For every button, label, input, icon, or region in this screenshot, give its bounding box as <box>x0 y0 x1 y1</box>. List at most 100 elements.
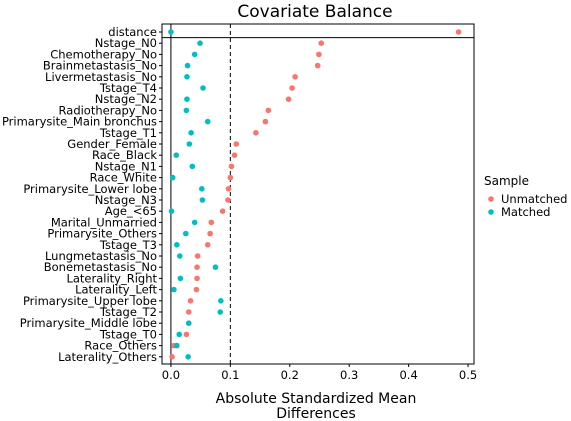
point-unmatched <box>193 286 200 293</box>
point-matched <box>185 320 192 327</box>
x-tick-label: 0.3 <box>340 368 358 382</box>
point-matched <box>168 29 174 35</box>
y-tick-label: Chemotherapy_No <box>50 47 157 61</box>
x-axis-label-line-2: Differences <box>276 406 355 421</box>
point-matched <box>199 186 205 192</box>
point-unmatched <box>285 96 292 102</box>
y-tick-label: Primarysite_Middle lobe <box>20 316 157 330</box>
y-tick-label: Tstage_T3 <box>99 238 157 252</box>
y-tick-label: Race_Black <box>92 148 157 162</box>
point-unmatched <box>231 152 238 158</box>
point-matched <box>171 286 177 293</box>
point-unmatched <box>187 298 194 304</box>
point-matched <box>184 62 191 69</box>
y-tick-label: Primarysite_Upper lobe <box>23 294 157 308</box>
y-tick-label: Age_<65 <box>105 204 157 218</box>
chart-title: Covariate Balance <box>237 2 392 22</box>
point-unmatched <box>219 208 226 214</box>
point-unmatched <box>318 40 325 46</box>
y-tick-label: Tstage_T4 <box>99 81 157 95</box>
y-tick-label: Tstage_T2 <box>99 305 157 319</box>
point-unmatched <box>207 230 213 237</box>
x-axis-label-line-1: Absolute Standardized Mean <box>216 391 417 407</box>
x-tick-label: 0.2 <box>281 368 299 382</box>
point-unmatched <box>225 186 232 192</box>
y-tick-label: Nstage_N0 <box>95 36 157 50</box>
point-matched <box>182 230 189 237</box>
y-tick-label: Marital_Unmarried <box>51 215 157 229</box>
y-tick-label: Laterality_Right <box>66 271 157 285</box>
x-axis: 0.0 0.1 0.2 0.3 0.4 0.5 <box>162 364 477 382</box>
point-matched <box>191 219 198 226</box>
point-matched <box>218 298 224 304</box>
y-tick-label: distance <box>108 25 157 39</box>
point-matched <box>184 74 190 80</box>
legend-key-unmatched <box>488 196 494 202</box>
y-tick-label: Gender_Female <box>67 137 157 151</box>
point-matched <box>200 85 206 91</box>
point-matched <box>212 264 219 271</box>
point-matched <box>174 342 180 349</box>
point-matched <box>199 197 206 203</box>
point-matched <box>186 141 193 147</box>
point-unmatched <box>169 354 175 360</box>
point-matched <box>177 253 183 259</box>
point-matched <box>197 40 203 46</box>
x-tick-label: 0.1 <box>221 368 239 382</box>
point-unmatched <box>194 253 201 259</box>
x-tick-label: 0.4 <box>399 368 417 382</box>
point-unmatched <box>233 141 240 147</box>
y-tick-label: Nstage_N3 <box>95 193 157 207</box>
point-unmatched <box>292 74 298 80</box>
point-matched <box>189 163 196 170</box>
point-matched <box>174 242 180 248</box>
y-tick-label: Primarysite_Lower lobe <box>23 182 157 196</box>
y-tick-label: Primarysite_Others <box>47 227 157 241</box>
point-unmatched <box>194 264 200 271</box>
y-tick-label: Laterality_Left <box>75 283 157 297</box>
y-tick-label: Lungmetastasis_No <box>45 249 157 263</box>
point-unmatched <box>455 29 462 35</box>
point-unmatched <box>262 118 269 125</box>
legend-key-matched <box>488 209 494 215</box>
point-unmatched <box>228 163 235 170</box>
point-unmatched <box>185 309 192 315</box>
point-matched <box>185 354 191 360</box>
y-tick-label: Radiotherapy_No <box>59 103 157 117</box>
point-matched <box>204 118 211 125</box>
point-unmatched <box>314 62 321 69</box>
x-tick-label: 0.5 <box>459 368 477 382</box>
point-matched <box>188 130 194 136</box>
point-matched <box>169 174 176 181</box>
point-unmatched <box>265 107 272 114</box>
legend-title: Sample <box>484 174 529 188</box>
y-axis-labels: distanceNstage_N0Chemotherapy_NoBrainmet… <box>2 25 162 364</box>
y-tick-label: Bonemetastasis_No <box>44 260 157 274</box>
y-tick-label: Primarysite_Main bronchus <box>2 115 157 129</box>
legend: Sample Unmatched Matched <box>484 174 567 219</box>
legend-label-unmatched: Unmatched <box>501 192 567 206</box>
point-unmatched <box>204 242 211 248</box>
y-tick-label: Tstage_T1 <box>99 126 157 140</box>
plot-panel <box>161 23 475 365</box>
y-tick-label: Race_Others <box>84 339 157 353</box>
point-unmatched <box>316 51 322 58</box>
point-matched <box>176 331 183 338</box>
y-tick-label: Livermetastasis_No <box>45 70 157 84</box>
point-matched <box>217 309 224 315</box>
point-matched <box>173 152 180 158</box>
point-matched <box>183 107 190 114</box>
y-tick-label: Tstage_T0 <box>99 327 157 341</box>
point-unmatched <box>227 174 234 181</box>
point-unmatched <box>183 331 190 338</box>
point-matched <box>177 275 184 282</box>
y-tick-label: Brainmetastasis_No <box>43 59 157 73</box>
point-unmatched <box>194 275 200 282</box>
y-tick-label: Race_White <box>90 171 157 185</box>
point-unmatched <box>289 85 295 91</box>
point-unmatched <box>208 219 215 226</box>
point-unmatched <box>253 130 259 136</box>
point-matched <box>184 96 190 102</box>
y-tick-label: Nstage_N1 <box>95 159 157 173</box>
